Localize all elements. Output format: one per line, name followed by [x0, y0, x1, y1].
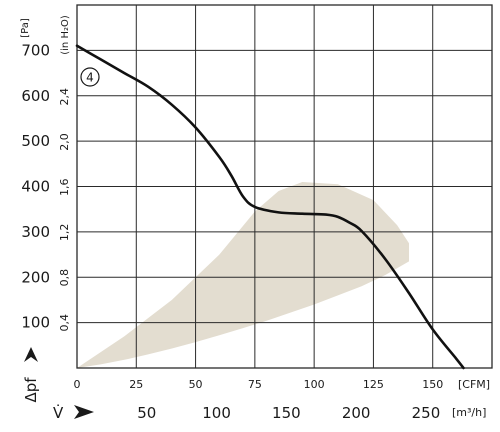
x-axis-m3h-unit: [m³/h]: [452, 406, 486, 419]
x-tick-m3h: 100: [202, 404, 231, 422]
y-tick-inh2o: 2,4: [58, 88, 71, 106]
curve-label-4: 4: [80, 67, 100, 87]
y-axis-inh2o-ticks: 0,4 0,8 1,2 1,6 2,0 2,4: [58, 88, 71, 332]
x-tick-cfm: 150: [422, 378, 443, 391]
y-tick-pa: 400: [21, 178, 50, 196]
y-axis-arrow-icon: [24, 347, 38, 362]
y-tick-pa: 300: [21, 223, 50, 241]
x-tick-cfm: 50: [189, 378, 203, 391]
x-tick-m3h: 150: [272, 404, 301, 422]
y-tick-inh2o: 2,0: [58, 133, 71, 151]
y-tick-pa: 500: [21, 132, 50, 150]
operating-zone: [77, 182, 409, 368]
x-axis-arrow-icon: [74, 405, 94, 419]
curve-label-circle: [80, 67, 100, 87]
x-tick-m3h: 200: [342, 404, 371, 422]
curve-label-text: 4: [86, 71, 94, 85]
x-tick-m3h: 250: [412, 404, 441, 422]
y-tick-pa: 700: [21, 41, 50, 59]
y-axis-symbol: Δpf: [22, 377, 40, 403]
y-tick-inh2o: 1,2: [58, 224, 71, 242]
y-tick-pa: 600: [21, 87, 50, 105]
x-tick-cfm: 0: [74, 378, 81, 391]
grid: [77, 5, 492, 368]
y-tick-inh2o: 0,8: [58, 269, 71, 287]
y-axis-pa-unit: [Pa]: [20, 18, 31, 38]
x-tick-cfm: 100: [304, 378, 325, 391]
y-tick-pa: 200: [21, 268, 50, 286]
x-axis-cfm-unit: [CFM]: [458, 378, 490, 391]
x-tick-cfm: 125: [363, 378, 384, 391]
plot-frame: [76, 4, 493, 369]
y-tick-pa: 100: [21, 314, 50, 332]
characteristic-curve-4: [75, 44, 465, 370]
x-tick-cfm: 25: [129, 378, 143, 391]
y-tick-inh2o: 0,4: [58, 314, 71, 332]
x-axis-cfm-ticks: 0 25 50 75 100 125 150: [74, 378, 444, 391]
y-axis-inh2o-unit: (in H₂O): [60, 15, 71, 55]
y-axis-pa-ticks: 100 200 300 400 500 600 700: [21, 41, 50, 331]
x-axis-m3h-ticks: 50 100 150 200 250: [137, 404, 440, 422]
x-tick-cfm: 75: [248, 378, 262, 391]
x-axis-symbol: V̇: [53, 403, 64, 422]
y-tick-inh2o: 1,6: [58, 178, 71, 196]
x-tick-m3h: 50: [137, 404, 156, 422]
